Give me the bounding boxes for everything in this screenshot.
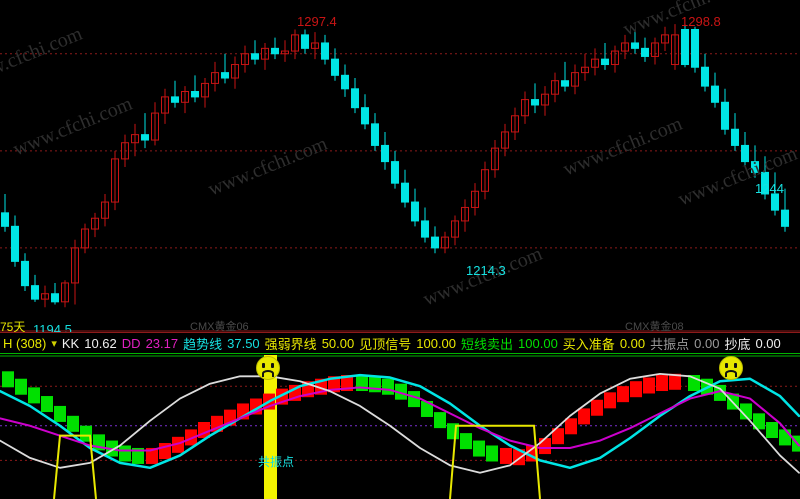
indicator-chart-pane[interactable]: 共振点	[0, 355, 800, 499]
bottom-fish-label: 抄底	[724, 336, 751, 352]
top-signal-label: 见顶信号	[359, 336, 412, 352]
short-sell-label: 短线卖出	[461, 336, 514, 352]
resonance-point-marker-label: 共振点	[258, 455, 295, 469]
strength-boundary-value: 50.00	[321, 335, 355, 351]
contract-tag-left: CMX黄金06	[190, 321, 249, 332]
price-chart-pane[interactable]: www.cfchi.com www.cfchi.com www.cfchi.co…	[0, 0, 800, 332]
low-price-label-1: 1214.3	[466, 263, 506, 278]
dd-value: 23.17	[145, 335, 179, 351]
last-price-label: 1244	[755, 181, 784, 196]
indicator-header-bar[interactable]: H (308) ▾ KK 10.62 DD 23.17 趋势线 37.50 强弱…	[0, 332, 800, 354]
trendline-value: 37.50	[227, 335, 260, 351]
indicator-title[interactable]: H (308)	[3, 335, 47, 351]
top-signal-value: 100.00	[416, 335, 457, 351]
indicator-svg	[0, 355, 800, 499]
resonance-point-value: 0.00	[694, 335, 720, 351]
high-price-label-1: 1297.4	[297, 14, 337, 29]
sad-face-marker-2[interactable]	[719, 356, 743, 380]
low-price-label-2: 1194.5	[33, 322, 72, 332]
sad-face-marker-1[interactable]	[256, 356, 280, 380]
buy-ready-value: 0.00	[619, 335, 646, 351]
chevron-down-icon[interactable]: ▾	[51, 337, 57, 350]
high-price-label-2: 1298.8	[681, 14, 721, 29]
bottom-fish-value: 0.00	[755, 335, 781, 351]
candlestick-svg	[0, 24, 800, 332]
buy-ready-label: 买入准备	[562, 336, 615, 352]
contract-tag-right: CMX黄金08	[625, 321, 684, 332]
kk-label: KK	[61, 335, 80, 351]
short-sell-value: 100.00	[518, 335, 558, 351]
ma-period-label: 75天	[0, 320, 26, 332]
trendline-label: 趋势线	[183, 336, 223, 352]
dd-label: DD	[121, 335, 141, 351]
resonance-point-label: 共振点	[650, 336, 690, 352]
kk-value: 10.62	[84, 335, 117, 351]
strength-boundary-label: 强弱界线	[264, 336, 317, 352]
